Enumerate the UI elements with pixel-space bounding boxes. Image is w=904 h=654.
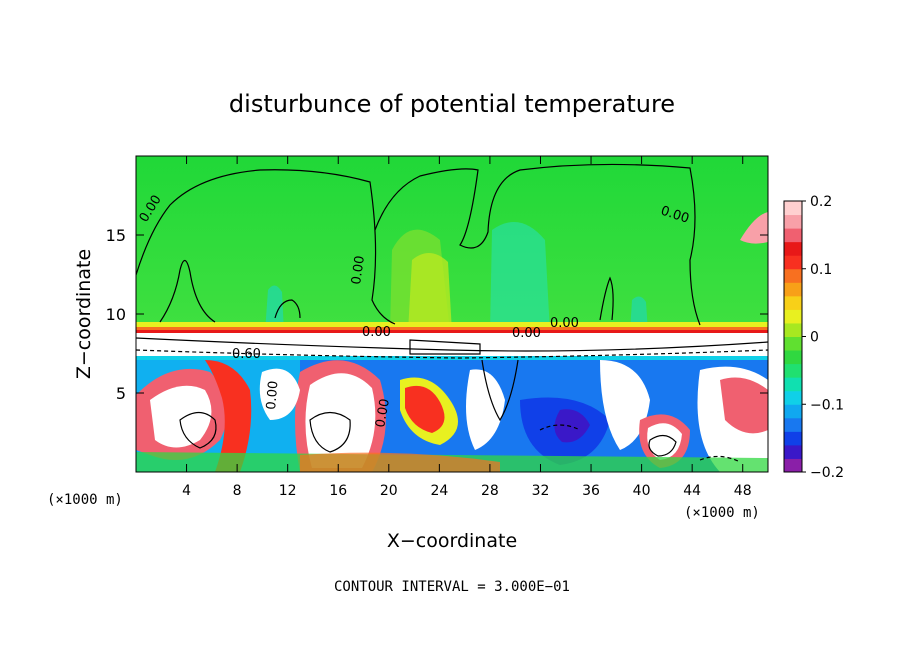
band-white [136, 333, 768, 359]
contour-label-group: 0.00 0.00 0.00 0.00 0.00 0.00 0.00 0.00 … [137, 193, 691, 429]
x-unit-right: (×1000 m) [684, 505, 760, 521]
plot-area: 0.00 0.00 0.00 0.00 0.00 0.00 0.00 0.00 … [136, 156, 768, 472]
x-axis-label: X−coordinate [387, 530, 517, 552]
colorbar-cell [784, 282, 802, 297]
x-tick-label: 28 [481, 483, 499, 499]
x-axis: 4 8 12 16 20 24 28 32 36 40 44 48 [182, 156, 752, 499]
upper-field [136, 156, 768, 332]
colorbar-tick-label: −0.2 [810, 465, 844, 481]
colorbar-cell [784, 201, 802, 216]
lower-eddies [136, 360, 768, 472]
contour-label: 0.00 [373, 398, 393, 429]
x-tick-label: 16 [329, 483, 347, 499]
colorbar-cell [784, 255, 802, 270]
colorbar-cells [784, 201, 802, 473]
x-tick-label: 36 [582, 483, 600, 499]
y-tick-label: 15 [106, 226, 126, 245]
colorbar-cell [784, 377, 802, 392]
colorbar-ticks: 0.2 0.1 0 −0.1 −0.2 [802, 194, 844, 481]
y-axis: 5 10 15 [106, 226, 768, 403]
upper-plume-small [265, 285, 284, 332]
colorbar-tick-label: 0.2 [810, 194, 832, 210]
colorbar-cell [784, 268, 802, 283]
chart-title: disturbunce of potential temperature [229, 90, 675, 118]
x-tick-label: 8 [233, 483, 242, 499]
upper-plume-right [490, 222, 550, 332]
upper-warm-patch [740, 212, 768, 244]
colorbar-cell [784, 390, 802, 405]
colorbar-cell [784, 295, 802, 310]
contour-label: 0.00 [362, 325, 391, 340]
x-tick-label: 12 [279, 483, 297, 499]
x-tick-label: 48 [734, 483, 752, 499]
contour-label: 0.00 [264, 380, 281, 410]
upper-plume-mid [408, 252, 452, 332]
colorbar-cell [784, 336, 802, 351]
colorbar-cell [784, 228, 802, 243]
contour-lines [136, 163, 768, 463]
contour-label: 0.00 [512, 326, 541, 341]
colorbar-cell [784, 417, 802, 432]
y-tick-label: 10 [106, 305, 126, 324]
x-tick-label: 44 [683, 483, 701, 499]
x-unit-left: (×1000 m) [47, 492, 123, 508]
colorbar-tick-label: 0.1 [810, 262, 832, 278]
contour-interval-note: CONTOUR INTERVAL = 3.000E−01 [334, 579, 570, 595]
colorbar-cell [784, 363, 802, 378]
colorbar-cell [784, 404, 802, 419]
y-tick-label: 5 [116, 384, 126, 403]
x-tick-label: 32 [532, 483, 550, 499]
contour-label: 0.00 [550, 316, 579, 331]
colorbar-cell [784, 350, 802, 365]
y-axis-label: Z−coordinate [73, 249, 95, 379]
band-yellow [136, 322, 768, 328]
colorbar-cell [784, 214, 802, 229]
colorbar-cell [784, 241, 802, 256]
x-tick-label: 4 [182, 483, 191, 499]
x-tick-label: 20 [380, 483, 398, 499]
colorbar-tick-label: 0 [810, 330, 819, 346]
x-tick-label: 24 [430, 483, 448, 499]
band-orange [136, 327, 768, 331]
colorbar-cell [784, 431, 802, 446]
colorbar-cell [784, 458, 802, 473]
colorbar-cell [784, 309, 802, 324]
colorbar-cell [784, 444, 802, 459]
x-tick-label: 40 [633, 483, 651, 499]
contour-label: 0.00 [349, 255, 368, 286]
colorbar-cell [784, 322, 802, 337]
band-red [136, 330, 768, 333]
colorbar-tick-label: −0.1 [810, 397, 844, 413]
colorbar: 0.2 0.1 0 −0.1 −0.2 [783, 194, 844, 481]
contour-label: 0.60 [232, 347, 261, 362]
